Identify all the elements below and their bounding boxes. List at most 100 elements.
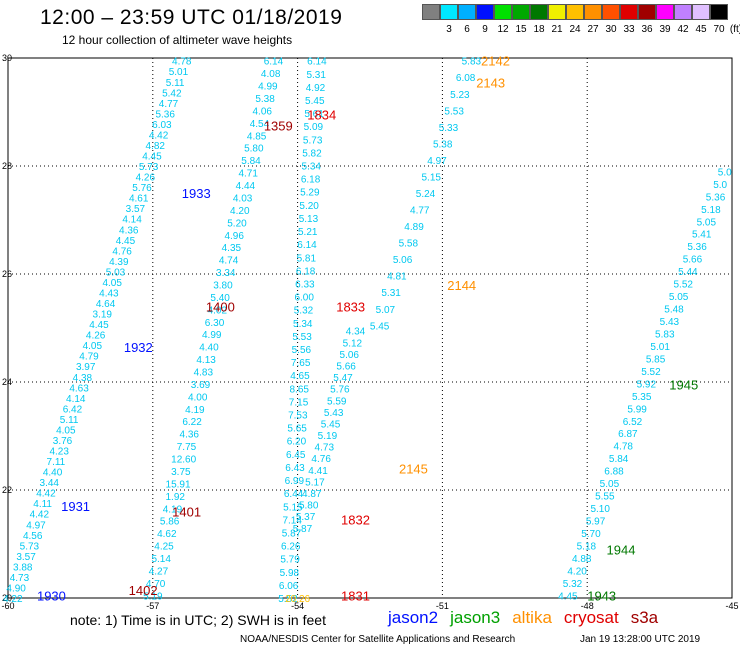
swh-value: 4.74 [219, 256, 239, 267]
swh-value: 5.98 [280, 568, 300, 579]
swh-value: 4.27 [149, 566, 169, 577]
swh-value: 5.61 [304, 109, 324, 120]
swh-value: 5.70 [581, 529, 601, 540]
legend-tick-label: 24 [569, 24, 581, 35]
swh-value: 4.20 [567, 566, 587, 577]
swh-value: 5.15 [422, 172, 442, 183]
swh-value: 5.18 [577, 541, 597, 552]
swh-value: 4.02 [208, 305, 228, 316]
swh-value: 4.77 [410, 206, 430, 217]
swh-value: 4.82 [146, 141, 166, 152]
swh-value: 5.73 [303, 135, 323, 146]
legend-swatch [602, 4, 620, 20]
swh-value: 4.85 [247, 131, 267, 142]
swh-value: 4.20 [230, 206, 250, 217]
swh-value: 6.08 [456, 73, 476, 84]
page-subtitle: 12 hour collection of altimeter wave hei… [62, 33, 293, 47]
legend-swatch [494, 4, 512, 20]
swh-value: 5.52 [674, 280, 694, 291]
legend-tick-label: 45 [695, 24, 707, 35]
legend-swatch [476, 4, 494, 20]
swh-value: 4.96 [224, 231, 244, 242]
pass-time-label: 1932 [124, 340, 153, 355]
swh-value: 4.45 [89, 320, 109, 331]
legend-swatch [638, 4, 656, 20]
swh-value: 3.75 [171, 467, 191, 478]
swh-value: 5.07 [376, 305, 396, 316]
swh-value: 5.17 [305, 477, 325, 488]
legend-swatch [656, 4, 674, 20]
swh-value: 3.44 [40, 478, 60, 489]
swh-value: 5.15 [283, 502, 303, 513]
swh-value: 4.42 [36, 489, 56, 500]
pass-time-label: 2145 [399, 461, 428, 476]
swh-value: 4.76 [311, 454, 331, 465]
swh-value: 5.45 [305, 96, 325, 107]
pass-time-label: 1832 [341, 513, 370, 528]
swh-value: 4.90 [6, 583, 26, 594]
swh-value: 4.45 [142, 152, 162, 163]
swh-value: 6.20 [287, 437, 307, 448]
swh-value: 4.78 [172, 57, 192, 68]
swh-value: 3.76 [53, 436, 73, 447]
swh-value: 3.57 [16, 552, 36, 563]
swh-value: 1.92 [166, 492, 186, 503]
swh-value: 5.79 [280, 555, 300, 566]
swh-value: 4.81 [387, 272, 407, 283]
swh-value: 4.54 [250, 119, 270, 130]
swh-value: 20.26 [285, 594, 310, 605]
swh-value: 5.31 [381, 288, 401, 299]
lat-tick-label: 20 [2, 593, 12, 603]
swh-value: 6.33 [295, 279, 315, 290]
legend-swatch [422, 4, 440, 20]
swh-value: 5.37 [296, 512, 316, 523]
swh-value: 5.84 [241, 156, 261, 167]
swh-value: 5.18 [701, 205, 721, 216]
swh-value: 6.43 [285, 463, 305, 474]
satellite-label: s3a [630, 608, 659, 627]
swh-value: 4.05 [102, 278, 122, 289]
swh-value: 4.73 [10, 573, 30, 584]
swh-value: 4.77 [159, 99, 179, 110]
pass-time-label: 1833 [336, 299, 365, 314]
swh-value: 7.53 [288, 411, 308, 422]
legend-swatch [584, 4, 602, 20]
swh-value: 4.92 [306, 83, 326, 94]
satellite-label: altika [512, 608, 552, 627]
swh-value: 4.06 [253, 106, 273, 117]
swh-value: 6.26 [281, 542, 301, 553]
swh-value: 5.92 [637, 379, 657, 390]
swh-value: 4.34 [346, 327, 366, 338]
swh-value: 5.84 [609, 454, 629, 465]
legend-tick-label: 27 [587, 24, 599, 35]
swh-value: 5.76 [330, 385, 350, 396]
swh-value: 4.88 [572, 554, 592, 565]
legend-tick-label: 3 [446, 24, 452, 35]
pass-time-label: 1400 [206, 299, 235, 314]
pass-time-label: 2144 [447, 278, 476, 293]
swh-value: 5.14 [151, 554, 171, 565]
swh-value: 6.88 [604, 467, 624, 478]
swh-value: 4.25 [154, 542, 174, 553]
legend-swatch [548, 4, 566, 20]
swh-value: 5.80 [244, 144, 264, 155]
swh-value: 5.05 [697, 217, 717, 228]
legend-tick-label: 12 [497, 24, 509, 35]
swh-value: 7.75 [177, 442, 197, 453]
swh-value: 4.42 [149, 130, 169, 141]
swh-value: 4.41 [308, 466, 328, 477]
legend-swatch [674, 4, 692, 20]
lon-tick-label: -48 [581, 601, 594, 611]
swh-value: 5.23 [450, 90, 470, 101]
swh-value: 5.35 [632, 392, 652, 403]
pass-time-label: 1402 [129, 583, 158, 598]
swh-value: 5.97 [586, 516, 606, 527]
legend-tick-label: 42 [677, 24, 689, 35]
pass-time-label: 2143 [476, 75, 505, 90]
swh-value: 4.05 [83, 341, 103, 352]
swh-value: 4.97 [427, 156, 447, 167]
swh-value: 4.42 [30, 510, 50, 521]
pass-time-label: 1930 [37, 588, 66, 603]
swh-value: 6.00 [294, 293, 314, 304]
swh-value: 4.73 [315, 443, 335, 454]
